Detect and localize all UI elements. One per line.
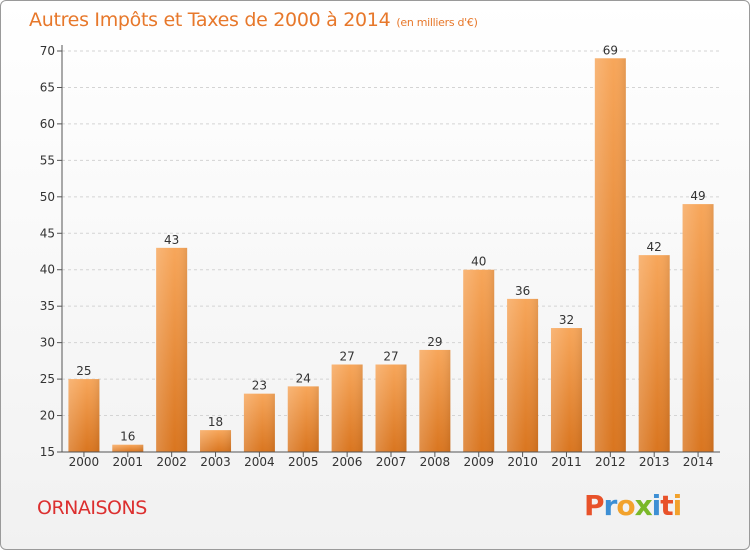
y-axis: 15 20 25 30 35 40 45 50 55 60 65 70: [40, 44, 63, 459]
bar-shade: [200, 430, 232, 452]
chart-title: Autres Impôts et Taxes de 2000 à 2014 (en…: [29, 9, 478, 31]
value-label: 24: [296, 371, 311, 385]
value-label: 27: [383, 350, 398, 364]
bar-shade: [550, 328, 582, 452]
bar-shade: [638, 255, 670, 452]
x-tick-label: 2010: [507, 455, 538, 469]
y-tick-label: 20: [40, 409, 55, 423]
bar-shade: [507, 298, 539, 452]
value-label: 27: [339, 350, 354, 364]
y-tick-label: 40: [40, 263, 55, 277]
bar-shade: [243, 393, 275, 452]
logo-letter: r: [603, 489, 618, 522]
x-tick-label: 2002: [156, 455, 187, 469]
x-tick-label: 2013: [639, 455, 670, 469]
y-tick-label: 35: [40, 299, 55, 313]
bar-shade: [594, 58, 626, 453]
bar-shade: [463, 269, 495, 452]
bar-shade: [287, 386, 319, 452]
x-tick-label: 2000: [69, 455, 100, 469]
chart-title-text: Autres Impôts et Taxes de 2000 à 2014: [29, 9, 391, 31]
value-label: 49: [690, 189, 705, 203]
x-tick-label: 2009: [463, 455, 494, 469]
y-tick-label: 50: [40, 190, 55, 204]
y-tick-label: 45: [40, 226, 55, 240]
x-tick-label: 2012: [595, 455, 626, 469]
x-tick-label: 2007: [376, 455, 407, 469]
value-labels: 25 16 43 18 23 24 27 27 29 40 36 32 69 42 49: [76, 43, 705, 443]
value-label: 25: [76, 364, 91, 378]
value-label: 69: [603, 43, 618, 57]
x-tick-label: 2005: [288, 455, 319, 469]
y-tick-label: 25: [40, 372, 55, 386]
bar-shade: [68, 379, 100, 452]
x-axis: 2000 2001 2002 2003 2004 2005 2006 2007 2008 2009…: [62, 451, 720, 469]
value-label: 43: [164, 233, 179, 247]
x-tick-label: 2004: [244, 455, 275, 469]
value-label: 42: [647, 240, 662, 254]
x-tick-label: 2001: [113, 455, 144, 469]
value-label: 18: [208, 415, 223, 429]
x-tick-label: 2011: [551, 455, 582, 469]
y-tick-label: 70: [40, 44, 55, 58]
commune-name: ORNAISONS: [37, 497, 147, 519]
value-label: 32: [559, 313, 574, 327]
value-label: 29: [427, 335, 442, 349]
bar-shade: [112, 444, 144, 452]
bars: [68, 58, 714, 453]
logo-letter: x: [634, 489, 653, 522]
logo-letter: i: [651, 489, 662, 522]
logo-letter: t: [660, 489, 673, 522]
bar-shade: [419, 349, 451, 452]
logo-letter: o: [616, 489, 635, 522]
y-tick-label: 60: [40, 117, 55, 131]
value-label: 36: [515, 284, 530, 298]
value-label: 40: [471, 255, 486, 269]
x-tick-label: 2003: [200, 455, 231, 469]
y-tick-label: 15: [40, 445, 55, 459]
x-tick-label: 2008: [420, 455, 451, 469]
x-tick-label: 2006: [332, 455, 363, 469]
y-tick-label: 55: [40, 153, 55, 167]
bar-shade: [375, 364, 407, 452]
y-tick-label: 65: [40, 80, 55, 94]
logo-letter: P: [584, 489, 605, 522]
value-label: 23: [252, 379, 267, 393]
x-tick-label: 2014: [683, 455, 714, 469]
bar-shade: [331, 364, 363, 452]
bar-shade: [156, 247, 188, 452]
proxiti-logo: Proxiti: [584, 489, 683, 522]
chart-subtitle: (en milliers d'€): [396, 16, 478, 29]
y-tick-label: 30: [40, 336, 55, 350]
logo-letter: i: [672, 489, 683, 522]
value-label: 16: [120, 430, 135, 444]
bar-shade: [682, 204, 714, 452]
